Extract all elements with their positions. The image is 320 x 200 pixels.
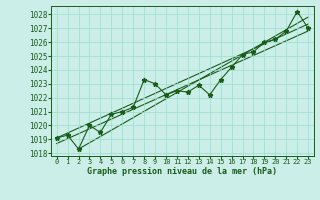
X-axis label: Graphe pression niveau de la mer (hPa): Graphe pression niveau de la mer (hPa) — [87, 167, 277, 176]
